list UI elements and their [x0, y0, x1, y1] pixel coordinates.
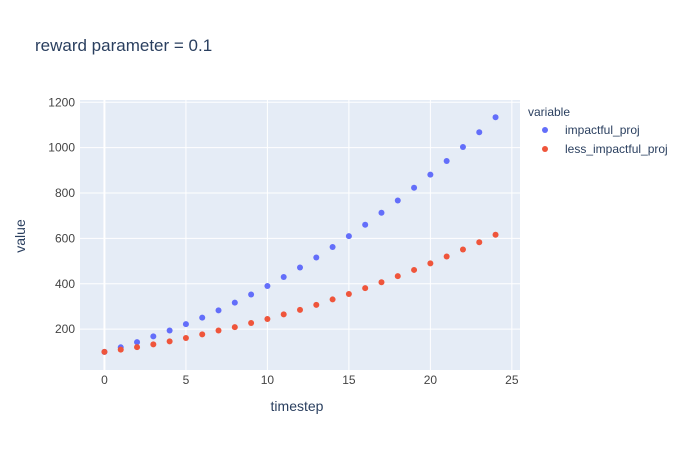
- data-points: [101, 114, 499, 355]
- data-point-impactful-proj[interactable]: [248, 291, 255, 298]
- legend-item-impactful-proj[interactable]: impactful_proj: [542, 123, 640, 137]
- data-point-impactful-proj[interactable]: [427, 171, 434, 178]
- y-axis-label: value: [12, 219, 28, 253]
- chart-title: reward parameter = 0.1: [35, 36, 212, 55]
- data-point-less-impactful-proj[interactable]: [313, 301, 320, 308]
- data-point-impactful-proj[interactable]: [362, 221, 369, 228]
- data-point-less-impactful-proj[interactable]: [199, 331, 206, 338]
- data-point-less-impactful-proj[interactable]: [411, 266, 418, 273]
- data-point-impactful-proj[interactable]: [199, 314, 206, 321]
- data-point-less-impactful-proj[interactable]: [248, 320, 255, 327]
- data-point-impactful-proj[interactable]: [231, 299, 238, 306]
- legend[interactable]: variable impactful_proj less_impactful_p…: [528, 105, 668, 156]
- y-axis-ticks: 200 400 600 800 1000 1200: [48, 95, 75, 336]
- data-point-less-impactful-proj[interactable]: [117, 346, 124, 353]
- legend-title: variable: [528, 105, 570, 119]
- legend-item-less-impactful-proj[interactable]: less_impactful_proj: [542, 142, 668, 156]
- data-point-impactful-proj[interactable]: [182, 321, 189, 328]
- data-point-impactful-proj[interactable]: [378, 209, 385, 216]
- data-point-less-impactful-proj[interactable]: [150, 341, 157, 348]
- data-point-impactful-proj[interactable]: [313, 254, 320, 261]
- data-point-impactful-proj[interactable]: [134, 339, 141, 346]
- x-tick-label: 0: [101, 373, 108, 387]
- y-tick-label: 1200: [48, 95, 75, 109]
- data-point-less-impactful-proj[interactable]: [378, 279, 385, 286]
- data-point-impactful-proj[interactable]: [150, 333, 157, 340]
- y-tick-label: 200: [55, 322, 75, 336]
- x-tick-label: 5: [183, 373, 190, 387]
- data-point-impactful-proj[interactable]: [411, 184, 418, 191]
- data-point-impactful-proj[interactable]: [345, 233, 352, 240]
- y-tick-label: 800: [55, 186, 75, 200]
- data-point-less-impactful-proj[interactable]: [427, 260, 434, 267]
- data-point-less-impactful-proj[interactable]: [345, 290, 352, 297]
- x-axis-ticks: 0 5 10 15 20 25: [101, 373, 519, 387]
- data-point-less-impactful-proj[interactable]: [476, 239, 483, 246]
- x-tick-label: 10: [261, 373, 275, 387]
- legend-marker-less-impactful-proj: [542, 146, 548, 152]
- data-point-impactful-proj[interactable]: [492, 114, 499, 121]
- data-point-less-impactful-proj[interactable]: [280, 311, 287, 318]
- plot-area: [80, 100, 520, 370]
- data-point-impactful-proj[interactable]: [280, 273, 287, 280]
- legend-marker-impactful-proj: [542, 127, 548, 133]
- data-point-impactful-proj[interactable]: [297, 264, 303, 271]
- y-tick-label: 600: [55, 231, 75, 245]
- data-point-less-impactful-proj[interactable]: [101, 348, 108, 355]
- data-point-impactful-proj[interactable]: [443, 158, 450, 165]
- data-point-less-impactful-proj[interactable]: [134, 344, 141, 351]
- data-point-less-impactful-proj[interactable]: [166, 338, 173, 345]
- data-point-less-impactful-proj[interactable]: [297, 306, 303, 313]
- data-point-impactful-proj[interactable]: [394, 197, 401, 204]
- x-tick-label: 20: [424, 373, 438, 387]
- data-point-impactful-proj[interactable]: [459, 143, 466, 150]
- data-point-less-impactful-proj[interactable]: [459, 246, 466, 253]
- data-point-less-impactful-proj[interactable]: [182, 335, 189, 342]
- data-point-less-impactful-proj[interactable]: [443, 253, 450, 260]
- data-point-less-impactful-proj[interactable]: [394, 273, 401, 280]
- y-tick-label: 1000: [48, 141, 75, 155]
- data-point-impactful-proj[interactable]: [264, 283, 271, 290]
- x-axis-label: timestep: [271, 398, 324, 414]
- data-point-less-impactful-proj[interactable]: [329, 296, 336, 303]
- legend-label-impactful-proj: impactful_proj: [565, 123, 640, 137]
- data-point-impactful-proj[interactable]: [215, 307, 222, 314]
- data-point-less-impactful-proj[interactable]: [215, 327, 222, 334]
- data-point-less-impactful-proj[interactable]: [264, 315, 271, 322]
- legend-label-less-impactful-proj: less_impactful_proj: [565, 142, 668, 156]
- data-point-less-impactful-proj[interactable]: [492, 231, 499, 238]
- x-tick-label: 15: [342, 373, 356, 387]
- data-point-less-impactful-proj[interactable]: [362, 285, 369, 292]
- data-point-impactful-proj[interactable]: [476, 129, 483, 136]
- data-point-impactful-proj[interactable]: [166, 327, 173, 334]
- x-tick-label: 25: [505, 373, 519, 387]
- y-tick-label: 400: [55, 277, 75, 291]
- data-point-impactful-proj[interactable]: [329, 244, 336, 251]
- data-point-less-impactful-proj[interactable]: [231, 324, 238, 331]
